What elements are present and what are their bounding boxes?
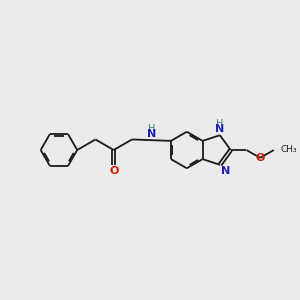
Text: N: N xyxy=(215,124,225,134)
Text: CH₃: CH₃ xyxy=(281,146,298,154)
Text: N: N xyxy=(221,166,231,176)
Text: H: H xyxy=(216,119,224,129)
Text: N: N xyxy=(147,129,156,139)
Text: O: O xyxy=(256,153,265,163)
Text: H: H xyxy=(148,124,155,134)
Text: O: O xyxy=(109,166,118,176)
